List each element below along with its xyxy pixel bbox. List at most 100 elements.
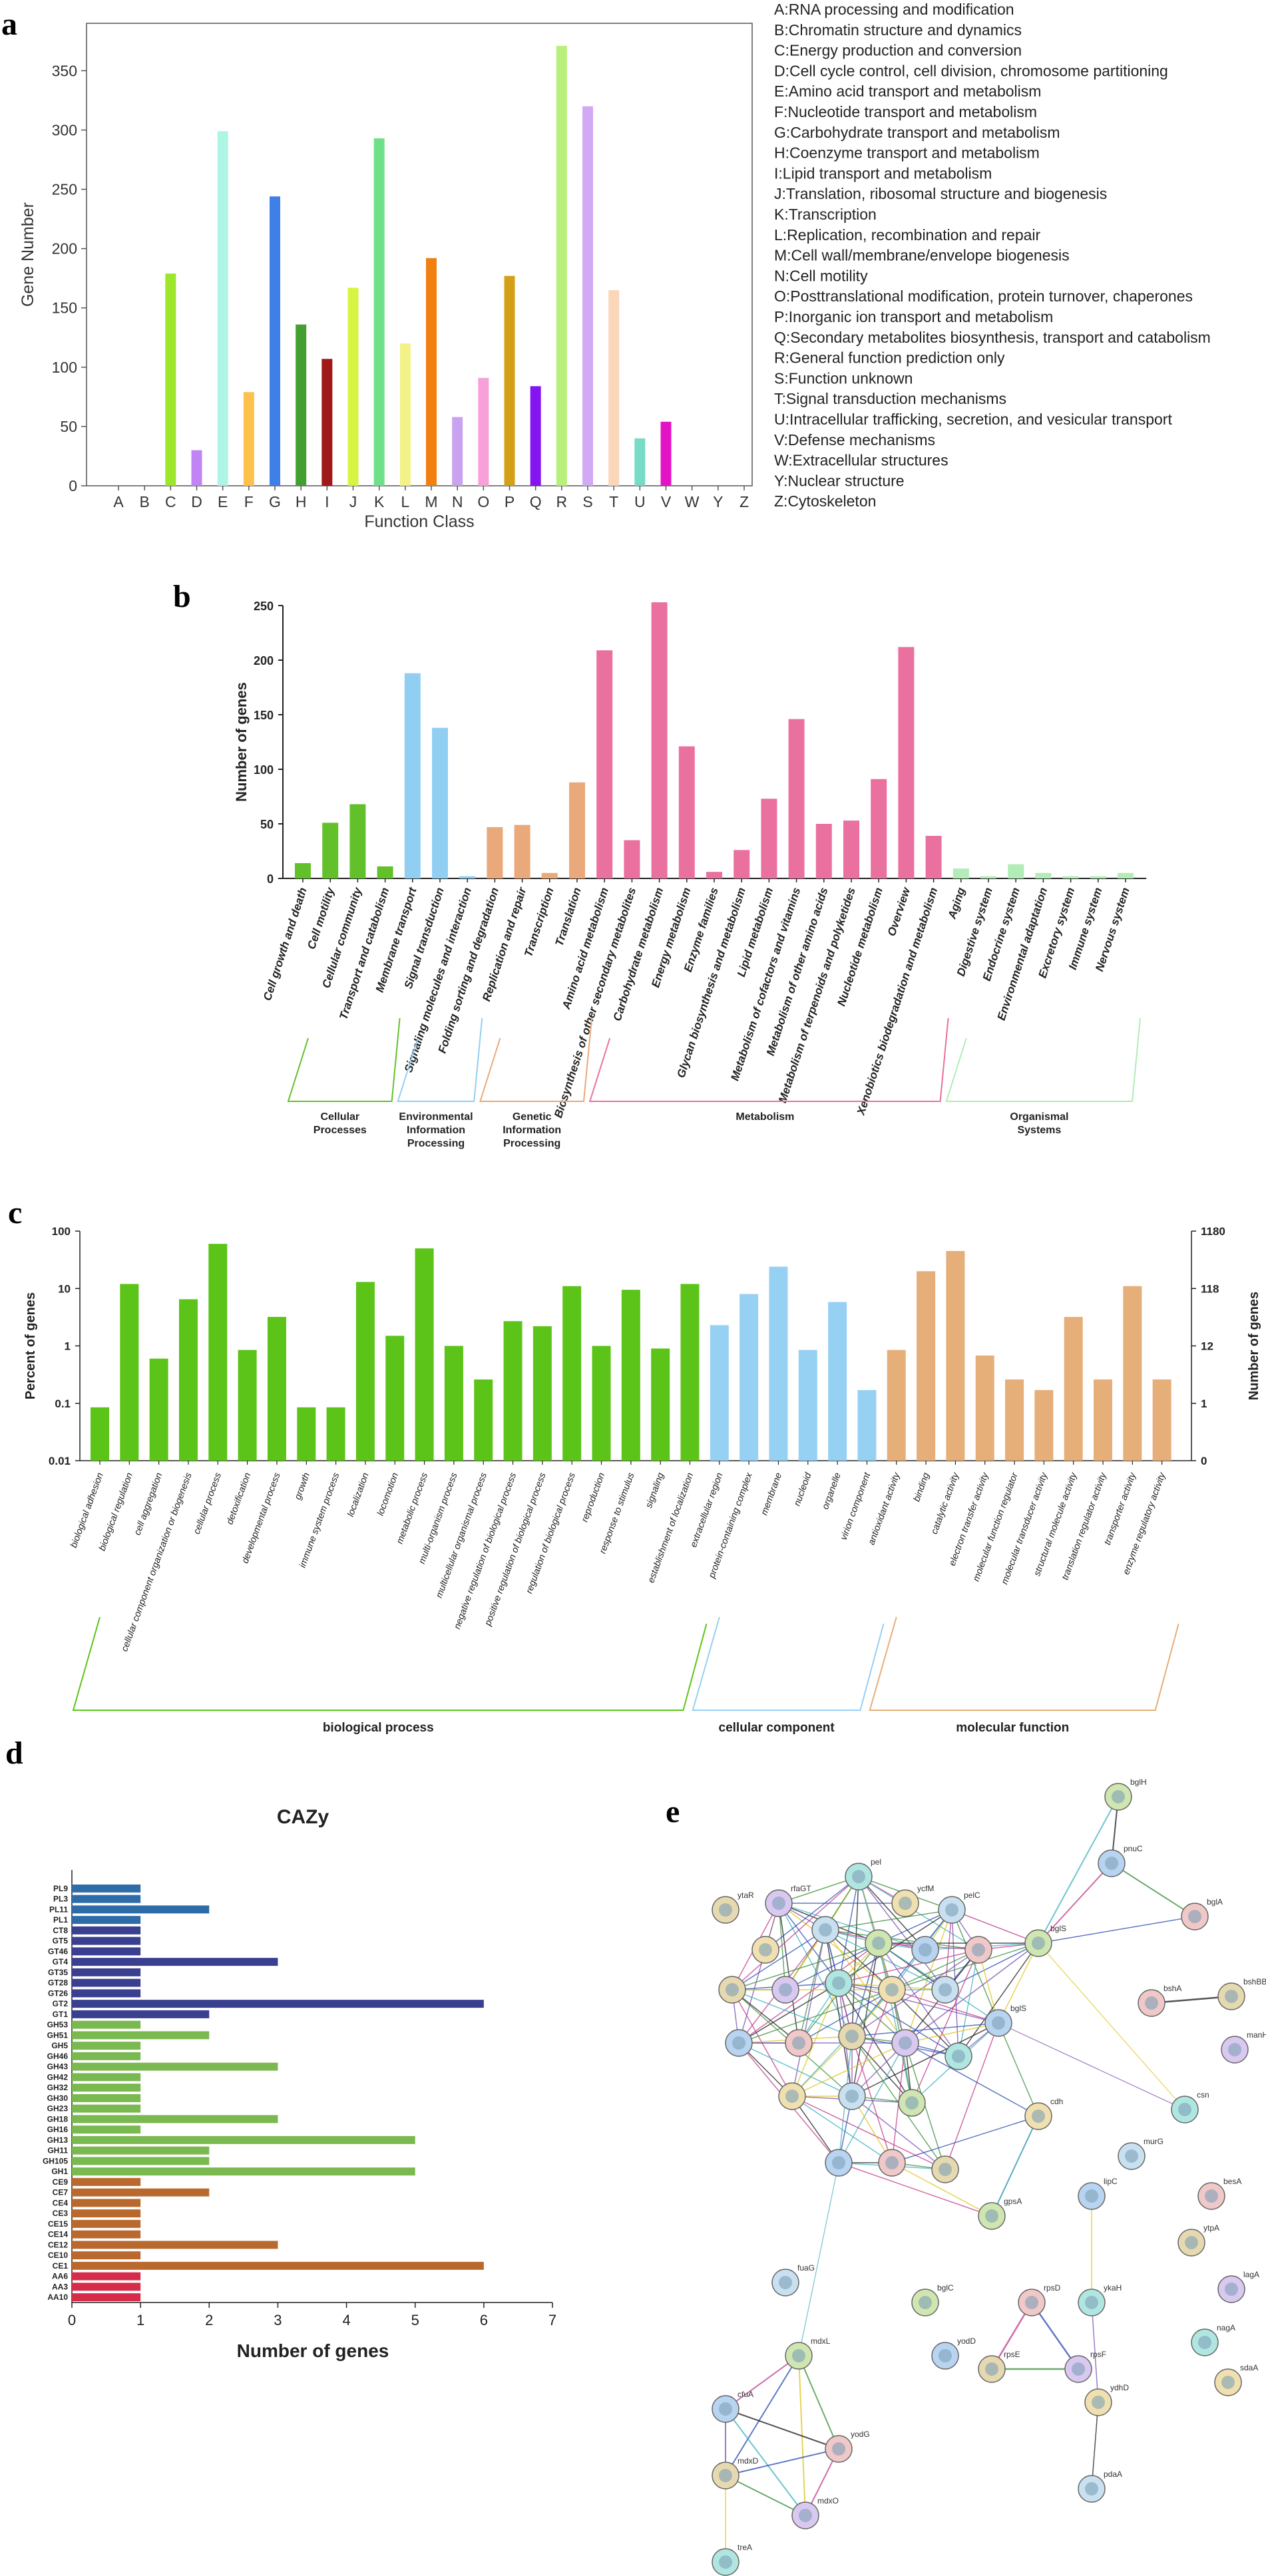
bar-catalytic-activity bbox=[946, 1250, 965, 1461]
bar-endocrine-system bbox=[1008, 864, 1024, 878]
node-label: rpsF bbox=[1090, 2350, 1106, 2359]
network-edge bbox=[765, 1876, 859, 1950]
network-edge bbox=[1038, 1863, 1112, 1944]
bar-h bbox=[296, 324, 307, 486]
node-structure-icon bbox=[1225, 2283, 1238, 2296]
network-edge bbox=[905, 1942, 1039, 2044]
network-edge bbox=[791, 2096, 946, 2170]
node-structure-icon bbox=[779, 2276, 792, 2289]
network-edge bbox=[732, 1929, 826, 1990]
network-edge bbox=[725, 2355, 799, 2476]
y-tick-label: GH43 bbox=[47, 2062, 69, 2072]
x-tick-label: binding bbox=[911, 1471, 931, 1503]
x-tick-label: H bbox=[296, 493, 307, 510]
network-node-ydhd: ydhD bbox=[1084, 2383, 1129, 2416]
x-tick-label: 7 bbox=[548, 2312, 556, 2328]
network-node-yodg: yodG bbox=[825, 2430, 870, 2463]
network-edge bbox=[838, 1949, 979, 1984]
network-node bbox=[878, 1976, 906, 2004]
network-edge bbox=[851, 2022, 999, 2097]
y-tick-label: CE9 bbox=[53, 2177, 69, 2187]
bar-n bbox=[452, 417, 463, 486]
network-node-mdxo: mdxO bbox=[791, 2496, 839, 2529]
bar-ce12 bbox=[72, 2241, 278, 2249]
node-structure-icon bbox=[1032, 2110, 1045, 2123]
bar-metabolism-of-cofactors-and-vitamins bbox=[788, 719, 805, 878]
network-edge bbox=[838, 2042, 906, 2163]
x-tick-label: signaling bbox=[643, 1471, 666, 1509]
legend-entry-f: F:Nucleotide transport and metabolism bbox=[774, 103, 1037, 120]
network-node bbox=[771, 1976, 799, 2004]
node-structure-icon bbox=[785, 2090, 799, 2103]
bar-nervous-system bbox=[1118, 872, 1134, 878]
y-tick-label: GH53 bbox=[47, 2020, 69, 2030]
y-tick-label: CE14 bbox=[48, 2230, 68, 2239]
bar-developmental-process bbox=[267, 1316, 286, 1461]
bar-k bbox=[373, 138, 385, 486]
y-tick-label: CE15 bbox=[48, 2219, 68, 2229]
network-node-ytpa: ytpA bbox=[1177, 2223, 1219, 2257]
node-structure-icon bbox=[905, 2096, 919, 2110]
bar-signaling-molecules-and-interaction bbox=[459, 876, 476, 878]
network-edge bbox=[878, 1942, 913, 2104]
node-label: pelC bbox=[964, 1891, 980, 1900]
node-structure-icon bbox=[1225, 1990, 1238, 2003]
x-tick-label: transporter activity bbox=[1102, 1471, 1138, 1547]
node-structure-icon bbox=[759, 1943, 772, 1956]
node-structure-icon bbox=[779, 1983, 792, 1996]
network-node-ytar: ytaR bbox=[712, 1891, 754, 1924]
network-node bbox=[931, 2155, 959, 2183]
legend-entry-h: H:Coenzyme transport and metabolism bbox=[774, 144, 1040, 162]
x-tick-label: K bbox=[374, 493, 385, 510]
bar-cell-aggregation bbox=[149, 1358, 168, 1461]
x-tick-label: U bbox=[634, 493, 646, 510]
x-tick-label: antioxidant activity bbox=[865, 1471, 902, 1547]
x-tick-label: localization bbox=[345, 1471, 371, 1518]
x-tick-label: O bbox=[477, 493, 489, 510]
bar-reproduction bbox=[592, 1346, 611, 1461]
node-structure-icon bbox=[992, 2016, 1005, 2030]
node-structure-icon bbox=[1072, 2362, 1085, 2376]
y-tick-label: CE3 bbox=[53, 2209, 69, 2218]
network-edge bbox=[791, 2042, 906, 2097]
y-tick-label: CE10 bbox=[48, 2251, 68, 2260]
legend-entry-n: N:Cell motility bbox=[774, 267, 868, 284]
bar-ce3 bbox=[72, 2209, 141, 2218]
network-edge bbox=[825, 1929, 853, 2097]
network-node bbox=[825, 1969, 853, 1997]
bar-structural-molecule-activity bbox=[1064, 1316, 1083, 1461]
y-tick-label: 50 bbox=[60, 418, 77, 435]
bar-f bbox=[243, 392, 254, 486]
x-tick-label: Cell motility bbox=[305, 885, 337, 951]
network-edge bbox=[991, 2116, 1039, 2217]
network-node-rpsf: rpsF bbox=[1064, 2350, 1106, 2383]
bar-translation bbox=[569, 782, 585, 878]
bar-metabolism-of-terpenoids-and-polyketides bbox=[843, 821, 859, 878]
legend-entry-w: W:Extracellular structures bbox=[774, 452, 949, 469]
y-tick-label: 150 bbox=[52, 299, 77, 317]
bar-u bbox=[634, 438, 646, 486]
group-label-environmental-information-processing: Information bbox=[407, 1125, 465, 1136]
network-edge bbox=[945, 1942, 1039, 1990]
x-axis-label: Function Class bbox=[364, 512, 474, 531]
network-node bbox=[751, 1936, 779, 1964]
group-label-genetic-information-processing: Information bbox=[503, 1125, 561, 1136]
y-tick-label-left: 1 bbox=[65, 1340, 71, 1353]
network-edge bbox=[791, 1982, 839, 2097]
network-edge bbox=[825, 1929, 946, 1990]
kegg-pathway-chart: 0 50 100 150 200 250 Number of genes Cell growt… bbox=[233, 600, 1147, 1149]
bar-cell-growth-and-death bbox=[295, 863, 311, 878]
x-tick-label: M bbox=[425, 493, 437, 510]
bar-gt1 bbox=[72, 2010, 210, 2018]
node-structure-icon bbox=[726, 1983, 739, 1996]
bar-translation-regulator-activity bbox=[1094, 1379, 1113, 1461]
x-tick-label: biological regulation bbox=[97, 1471, 134, 1552]
bar-ce1 bbox=[72, 2261, 484, 2270]
node-label: bglH bbox=[1130, 1777, 1147, 1787]
bar-v bbox=[660, 421, 672, 486]
network-node-ycfm: ycfM bbox=[891, 1884, 934, 1917]
x-tick-label: 0 bbox=[68, 2312, 76, 2328]
y-tick-label: PL11 bbox=[49, 1905, 68, 1914]
y-tick-label-right: 0 bbox=[1201, 1455, 1207, 1467]
node-label: besA bbox=[1223, 2177, 1241, 2186]
